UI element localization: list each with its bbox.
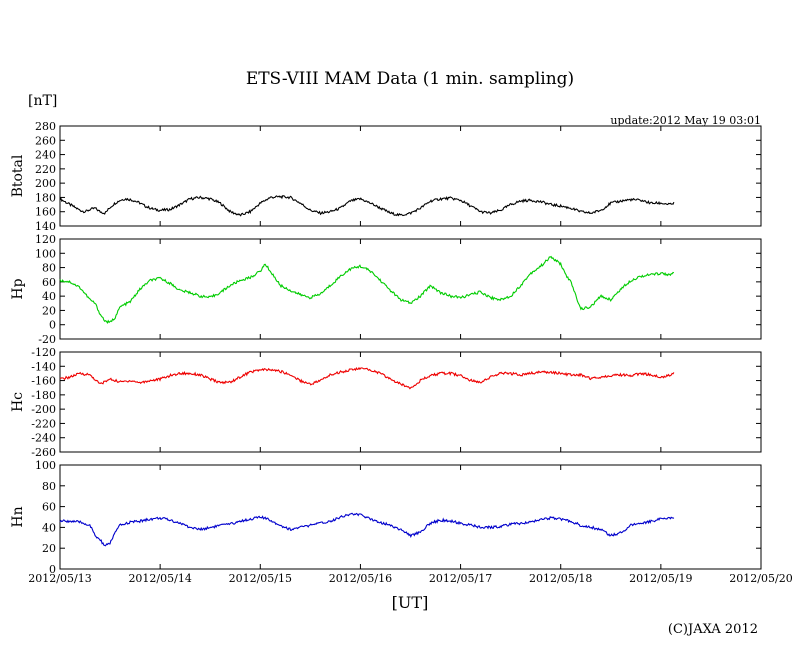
y-tick-label: -140 — [31, 360, 56, 373]
y-tick-label: 80 — [42, 480, 56, 493]
x-tick-label: 2012/05/18 — [529, 572, 592, 585]
x-tick-label: 2012/05/14 — [128, 572, 191, 585]
panels-group: 140160180200220240260280Btotal-200204060… — [10, 120, 793, 585]
y-tick-label: 0 — [49, 563, 56, 576]
y-tick-label: 220 — [35, 163, 56, 176]
y-axis-label: Hn — [10, 506, 26, 527]
y-tick-label: 280 — [35, 120, 56, 133]
y-tick-label: 60 — [42, 276, 56, 289]
y-tick-label: 40 — [42, 290, 56, 303]
y-tick-label: 0 — [49, 319, 56, 332]
y-tick-label: -200 — [31, 403, 56, 416]
series-line-hc — [59, 366, 675, 390]
x-axis-label: [UT] — [392, 593, 429, 612]
y-tick-label: 240 — [35, 149, 56, 162]
y-tick-label: 100 — [35, 459, 56, 472]
y-axis-label: Hc — [10, 392, 26, 412]
x-tick-label: 2012/05/13 — [28, 572, 91, 585]
chart-title: ETS-VIII MAM Data (1 min. sampling) — [246, 69, 574, 89]
y-tick-label: 20 — [42, 542, 56, 555]
y-tick-label: 180 — [35, 191, 56, 204]
y-tick-label: 120 — [35, 233, 56, 246]
series-line-btotal — [59, 195, 675, 217]
y-tick-label: 160 — [35, 206, 56, 219]
panel-frame — [59, 125, 762, 227]
update-timestamp: update:2012 May 19 03:01 — [610, 114, 761, 127]
x-tick-label: 2012/05/15 — [229, 572, 292, 585]
y-tick-label: 200 — [35, 177, 56, 190]
y-tick-label: 100 — [35, 247, 56, 260]
y-tick-label: -120 — [31, 346, 56, 359]
x-tick-label: 2012/05/20 — [729, 572, 792, 585]
y-tick-label: 40 — [42, 521, 56, 534]
x-tick-label: 2012/05/16 — [329, 572, 392, 585]
y-tick-label: 80 — [42, 262, 56, 275]
y-tick-label: -240 — [31, 432, 56, 445]
panel-frame — [59, 238, 762, 340]
y-tick-label: 60 — [42, 501, 56, 514]
x-tick-label: 2012/05/19 — [629, 572, 692, 585]
y-axis-label: Hp — [10, 278, 26, 299]
y-axis-label: Btotal — [10, 154, 26, 197]
x-tick-label: 2012/05/17 — [429, 572, 492, 585]
series-line-hn — [59, 512, 675, 547]
series-line-hp — [59, 255, 675, 324]
copyright-text: (C)JAXA 2012 — [668, 622, 758, 637]
y-tick-label: -260 — [31, 446, 56, 459]
y-tick-label: 260 — [35, 134, 56, 147]
y-tick-label: 20 — [42, 304, 56, 317]
unit-label: [nT] — [28, 93, 57, 109]
panel-frame — [59, 464, 762, 570]
y-tick-label: 140 — [35, 220, 56, 233]
panel-frame — [59, 351, 762, 453]
y-tick-label: -160 — [31, 375, 56, 388]
y-tick-label: -20 — [38, 333, 56, 346]
y-tick-label: -220 — [31, 417, 56, 430]
y-tick-label: -180 — [31, 389, 56, 402]
